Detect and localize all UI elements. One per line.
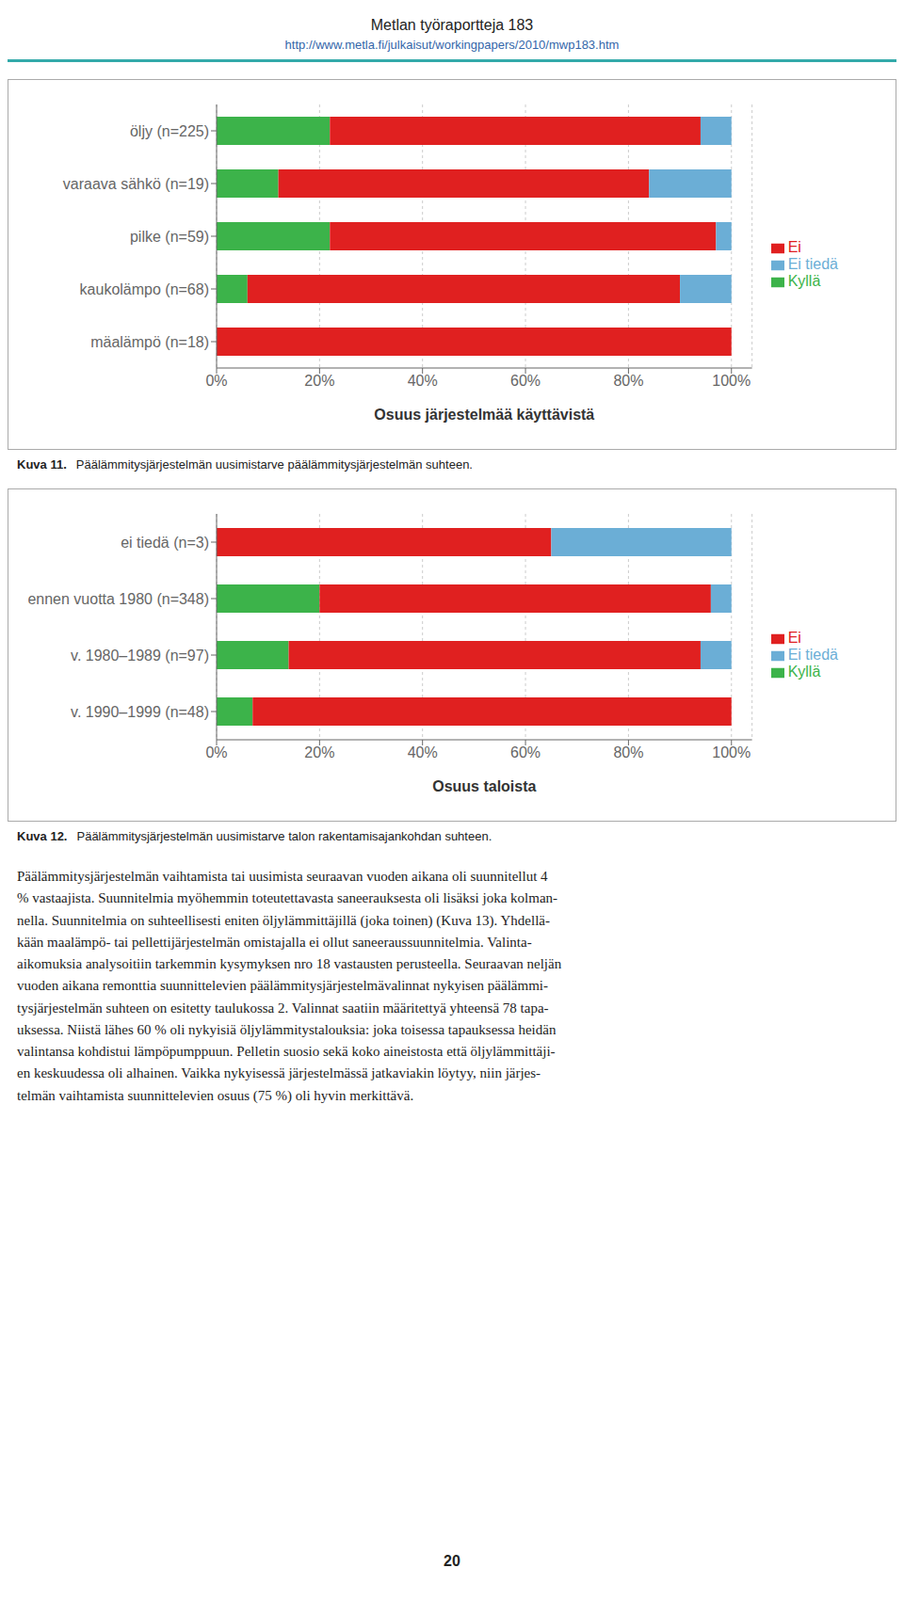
svg-text:20%: 20% xyxy=(304,744,335,761)
html-text:Ei tiedä: Ei tiedä xyxy=(787,256,839,273)
svg-text:40%: 40% xyxy=(407,372,438,389)
html-text:kään maalämpö- tai pellettijär: kään maalämpö- tai pellettijärjestelmän … xyxy=(16,934,532,950)
html-text:Päälämmitysjärjestelmän uusimi: Päälämmitysjärjestelmän uusimistarve pää… xyxy=(76,457,473,472)
html-text:Kuva 11.: Kuva 11. xyxy=(16,457,67,472)
svg-text:60%: 60% xyxy=(510,744,541,761)
svg-text:mäalämpö (n=18): mäalämpö (n=18) xyxy=(90,334,210,351)
html-text:Metlan työraportteja 183: Metlan työraportteja 183 xyxy=(370,16,534,33)
svg-text:0%: 0% xyxy=(205,372,227,389)
html-text:20: 20 xyxy=(443,1553,461,1570)
svg-text:v. 1980–1989 (n=97): v. 1980–1989 (n=97) xyxy=(70,647,210,664)
svg-text:ennen vuotta 1980 (n=348): ennen vuotta 1980 (n=348) xyxy=(28,591,210,608)
svg-text:40%: 40% xyxy=(407,744,438,761)
html-text:Päälämmitysjärjestelmän uusimi: Päälämmitysjärjestelmän uusimistarve tal… xyxy=(76,829,492,844)
html-text:valintansa kohdistui lämpöpump: valintansa kohdistui lämpöpumppuun. Pell… xyxy=(16,1044,556,1060)
html-text:Ei: Ei xyxy=(787,629,802,646)
html-text:Ei tiedä: Ei tiedä xyxy=(787,646,839,663)
svg-text:kaukolämpo (n=68): kaukolämpo (n=68) xyxy=(80,281,210,298)
html-text:en keskuudessa oli alhainen. V: en keskuudessa oli alhainen. Vaikka nyky… xyxy=(16,1066,541,1082)
svg-text:pilke (n=59): pilke (n=59) xyxy=(129,228,210,245)
html-text:uksessa. Niistä lähes 60 % oli: uksessa. Niistä lähes 60 % oli nykyisiä … xyxy=(16,1022,556,1038)
html-text:tysjärjestelmän suhteen on esi: tysjärjestelmän suhteen on esitetty taul… xyxy=(16,1000,549,1016)
html-text:% vastaajista. Suunnitelmia my: % vastaajista. Suunnitelmia myöhemmin to… xyxy=(16,891,558,907)
svg-text:80%: 80% xyxy=(613,744,644,761)
svg-text:öljy (n=225): öljy (n=225) xyxy=(129,123,210,140)
svg-text:Osuus taloista: Osuus taloista xyxy=(432,778,536,795)
svg-text:60%: 60% xyxy=(510,372,541,389)
html-text:aikomuksia analysoitiin tarkem: aikomuksia analysoitiin tarkemmin kysymy… xyxy=(16,956,562,972)
html-text:http://www.metla.fi/julkaisut/: http://www.metla.fi/julkaisut/workingpap… xyxy=(284,37,620,52)
html-text:nella. Suunnitelmia on suhteel: nella. Suunnitelmia on suhteellisesti en… xyxy=(16,912,550,929)
svg-text:100%: 100% xyxy=(711,744,751,761)
svg-text:ei tiedä (n=3): ei tiedä (n=3) xyxy=(120,534,210,551)
svg-text:100%: 100% xyxy=(711,372,751,389)
svg-text:20%: 20% xyxy=(304,372,335,389)
svg-text:0%: 0% xyxy=(205,744,227,761)
html-text:Päälämmitysjärjestelmän vaihta: Päälämmitysjärjestelmän vaihtamista tai … xyxy=(16,869,548,885)
svg-text:80%: 80% xyxy=(613,372,644,389)
html-text:telmän vaihtamista suunnittele: telmän vaihtamista suunnittelevien osuus… xyxy=(16,1088,414,1104)
html-text:Kuva 12.: Kuva 12. xyxy=(16,829,68,844)
svg-text:varaava sähkö (n=19): varaava sähkö (n=19) xyxy=(63,176,210,193)
html-text:Ei: Ei xyxy=(787,239,802,256)
html-text:Kyllä: Kyllä xyxy=(787,663,821,680)
svg-text:v. 1990–1999 (n=48): v. 1990–1999 (n=48) xyxy=(70,704,210,721)
html-text:vuoden aikana remonttia suunni: vuoden aikana remonttia suunnittelevien … xyxy=(16,978,549,994)
svg-text:Osuus järjestelmää käyttävistä: Osuus järjestelmää käyttävistä xyxy=(373,406,595,423)
html-text:Kyllä: Kyllä xyxy=(787,273,821,290)
